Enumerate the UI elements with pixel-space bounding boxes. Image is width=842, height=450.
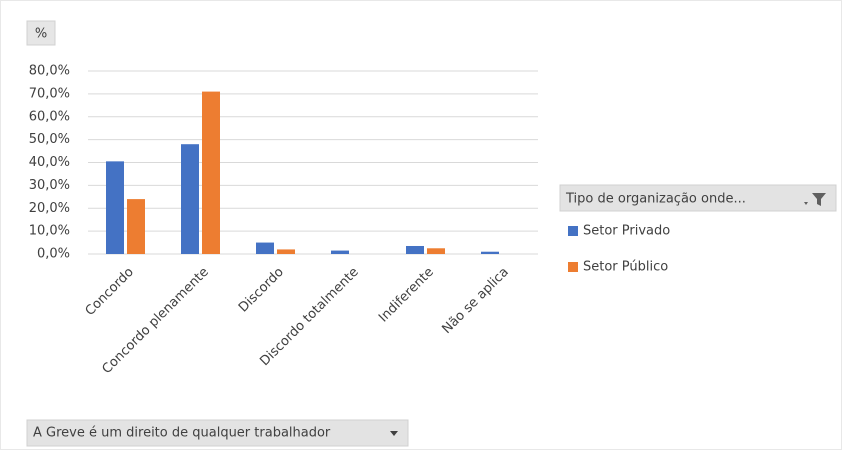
- filter-field-label[interactable]: A Greve é um direito de qualquer trabalh…: [33, 426, 331, 441]
- bar: [427, 248, 445, 254]
- dropdown-arrow[interactable]: [390, 431, 398, 436]
- bar: [106, 161, 124, 254]
- y-tick-label: 50,0%: [29, 132, 70, 147]
- legend-swatch: [568, 226, 578, 236]
- legend-label: Setor Público: [583, 260, 668, 275]
- legend-swatch: [568, 262, 578, 272]
- filter-icon[interactable]: [804, 193, 826, 206]
- filter-field-button[interactable]: [26, 419, 409, 447]
- legend-header[interactable]: [559, 184, 837, 212]
- field-button[interactable]: [26, 20, 56, 46]
- legend-label: Setor Privado: [583, 224, 670, 239]
- legend-title[interactable]: Tipo de organização onde...: [565, 192, 746, 207]
- bar: [331, 250, 349, 254]
- bar: [406, 245, 424, 254]
- y-tick-label: 80,0%: [29, 64, 70, 79]
- y-field-label[interactable]: %: [35, 27, 47, 42]
- bar: [181, 144, 199, 254]
- bar: [202, 91, 220, 255]
- y-tick-label: 20,0%: [29, 201, 70, 216]
- y-tick-label: 10,0%: [29, 224, 70, 239]
- bar: [277, 249, 295, 254]
- y-tick-label: 0,0%: [37, 247, 70, 262]
- bar: [481, 251, 499, 254]
- y-tick-label: 30,0%: [29, 178, 70, 193]
- bar: [256, 242, 274, 254]
- y-tick-label: 40,0%: [29, 155, 70, 170]
- bar: [127, 199, 145, 254]
- y-tick-label: 60,0%: [29, 109, 70, 124]
- y-tick-label: 70,0%: [29, 86, 70, 101]
